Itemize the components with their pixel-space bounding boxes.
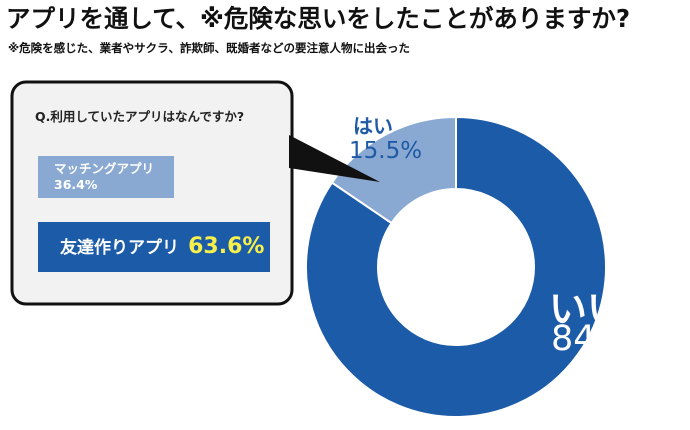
page-subtitle: ※危険を感じた、業者やサクラ、詐欺師、既婚者などの要注意人物に出会った bbox=[8, 41, 410, 55]
bar-matching-value: 36.4% bbox=[54, 177, 98, 192]
callout-question: Q.利用していたアプリはなんですか? bbox=[35, 109, 245, 124]
slice-label-no: いいえ bbox=[549, 287, 664, 331]
slice-label-yes: はい bbox=[353, 114, 393, 138]
bar-friend-label: 友達作りアプリ bbox=[60, 238, 179, 258]
bar-matching-label: マッチングアプリ bbox=[54, 161, 155, 176]
bar-friend-value: 63.6% bbox=[188, 234, 265, 259]
slice-value-no: 84.5% bbox=[551, 319, 663, 359]
slice-no bbox=[305, 115, 607, 418]
page-title: アプリを通して、※危険な思いをしたことがありますか? bbox=[6, 4, 631, 33]
slice-value-yes: 15.5% bbox=[349, 138, 423, 164]
donut-chart bbox=[305, 115, 607, 418]
bar-matching-app: マッチングアプリ 36.4% bbox=[38, 156, 174, 198]
callout-pointer bbox=[289, 135, 380, 182]
bar-friend-app: 友達作りアプリ 63.6% bbox=[38, 222, 270, 272]
